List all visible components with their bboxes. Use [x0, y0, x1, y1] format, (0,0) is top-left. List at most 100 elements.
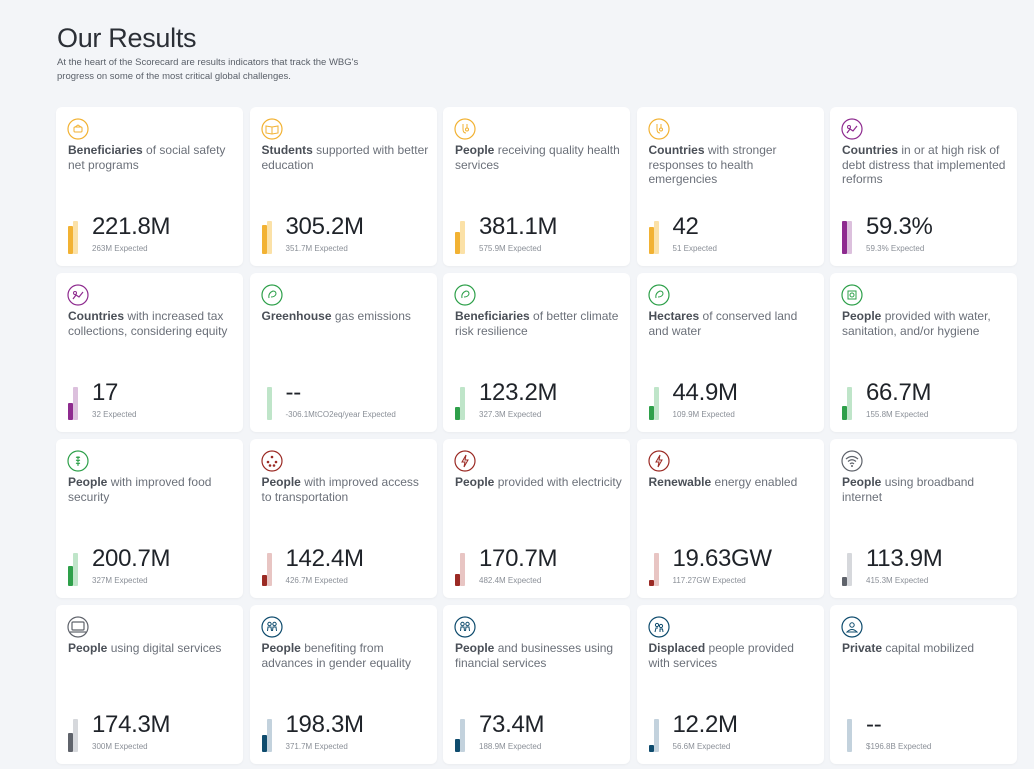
actual-bar [455, 407, 460, 420]
result-card[interactable]: People provided with electricity 170.7M 48… [443, 439, 630, 598]
card-description-bold: People [68, 475, 108, 489]
card-description-bold: Displaced [648, 641, 706, 655]
expected-bar [266, 221, 272, 254]
progress-bars [68, 387, 81, 420]
expected-bar [460, 387, 465, 420]
result-card[interactable]: Displaced people provided with services 1… [636, 605, 824, 764]
card-description: Hectares of conserved land and water [649, 309, 817, 338]
expected-bar [653, 719, 659, 752]
card-value: -- [285, 379, 302, 406]
card-description-rest: provided with electricity [494, 475, 622, 489]
progress-bars [648, 553, 662, 586]
card-expected: 56.6M Expected [672, 742, 731, 751]
water-sanitation-icon [841, 284, 863, 306]
wifi-icon [841, 450, 863, 472]
result-card[interactable]: Greenhouse gas emissions -- -306.1MtCO2eq/… [249, 273, 437, 432]
result-card[interactable]: People receiving quality health services… [443, 107, 630, 266]
result-card[interactable]: People provided with water, sanitation, … [830, 273, 1017, 432]
result-card[interactable]: People with improved food security 200.7M… [56, 439, 243, 598]
displaced-people-icon [647, 616, 670, 638]
card-description-rest: with improved food security [68, 475, 212, 504]
expected-bar [460, 719, 465, 752]
card-description: People with improved access to transport… [262, 475, 430, 504]
card-description-rest: of conserved land and water [648, 309, 798, 338]
tax-chart-icon [67, 284, 89, 306]
card-expected: 263M Expected [92, 244, 148, 253]
card-description-bold: People [261, 475, 301, 489]
progress-bars [455, 221, 468, 254]
card-expected: 575.9M Expected [479, 244, 542, 253]
card-expected: 59.3% Expected [866, 244, 925, 253]
actual-bar [455, 739, 460, 752]
card-expected: 327.3M Expected [479, 410, 542, 419]
result-card[interactable]: Countries in or at high risk of debt dis… [830, 107, 1017, 266]
card-description-rest: energy enabled [711, 475, 798, 489]
actual-bar [261, 575, 267, 586]
result-card[interactable]: Countries with stronger responses to hea… [636, 107, 824, 266]
card-value: -- [866, 711, 882, 738]
card-value: 174.3M [92, 711, 171, 738]
card-description: Private capital mobilized [842, 641, 1010, 656]
financial-people-icon [454, 616, 476, 638]
actual-bar [648, 580, 654, 586]
progress-bars [68, 719, 81, 752]
result-card[interactable]: Renewable energy enabled 19.63GW 117.27GW … [636, 439, 824, 598]
result-card[interactable]: Beneficiaries of better climate risk res… [443, 273, 630, 432]
result-card[interactable]: Private capital mobilized -- $196.8B Expec… [830, 605, 1017, 764]
card-description-rest: people provided with services [648, 641, 794, 670]
card-expected: 426.7M Expected [285, 576, 348, 585]
result-card[interactable]: Beneficiaries of social safety net progr… [56, 107, 243, 266]
expected-bar [73, 387, 78, 420]
card-value: 42 [672, 213, 699, 240]
card-value: 142.4M [285, 545, 365, 572]
card-description: Countries in or at high risk of debt dis… [842, 143, 1010, 187]
actual-bar [648, 227, 654, 254]
actual-bar [68, 403, 73, 420]
progress-bars [261, 221, 275, 254]
expected-bar [460, 221, 465, 254]
page-subtitle: At the heart of the Scorecard are result… [57, 57, 359, 82]
card-description-bold: Beneficiaries [455, 309, 530, 323]
result-card[interactable]: Countries with increased tax collections… [56, 273, 243, 432]
card-expected: 351.7M Expected [285, 244, 348, 253]
card-description-bold: Countries [842, 143, 899, 157]
card-description-rest: supported with better education [261, 143, 429, 172]
card-description-rest: with increased tax collections, consider… [68, 309, 228, 338]
progress-bars [455, 553, 468, 586]
land-water-icon [647, 284, 670, 306]
result-card[interactable]: Hectares of conserved land and water 44.9… [636, 273, 824, 432]
card-expected: 300M Expected [92, 742, 148, 751]
progress-bars [68, 553, 81, 586]
actual-bar [842, 221, 847, 254]
result-card[interactable]: People benefiting from advances in gende… [249, 605, 437, 764]
card-description-bold: People [261, 641, 301, 655]
card-description-rest: of social safety net programs [68, 143, 226, 172]
result-card[interactable]: Students supported with better education… [249, 107, 437, 266]
card-value: 17 [92, 379, 119, 406]
card-description-rest: and businesses using financial services [455, 641, 614, 670]
climate-resilience-icon [454, 284, 476, 306]
card-description-rest: using digital services [107, 641, 222, 655]
globe-leaf-icon [260, 284, 283, 306]
card-description-bold: People [68, 641, 108, 655]
result-card[interactable]: People using broadband internet 113.9M 415… [830, 439, 1017, 598]
card-description: People receiving quality health services [455, 143, 623, 172]
result-card[interactable]: People and businesses using financial se… [443, 605, 630, 764]
expected-bar [653, 387, 659, 420]
result-card[interactable]: People using digital services 174.3M 300M … [56, 605, 243, 764]
card-value: 200.7M [92, 545, 171, 572]
card-expected: 51 Expected [672, 244, 717, 253]
card-description-bold: People [455, 143, 495, 157]
progress-bars [842, 387, 855, 420]
card-expected: 109.9M Expected [672, 410, 735, 419]
card-description-bold: Renewable [648, 475, 712, 489]
result-card[interactable]: People with improved access to transport… [249, 439, 437, 598]
card-value: 66.7M [866, 379, 932, 406]
expected-bar [653, 553, 659, 586]
expected-bar [73, 553, 78, 586]
lightning-icon [454, 450, 476, 472]
progress-bars [455, 719, 468, 752]
card-description-rest: capital mobilized [882, 641, 975, 655]
emergency-health-icon [647, 118, 670, 140]
card-expected: 117.27GW Expected [672, 576, 746, 585]
